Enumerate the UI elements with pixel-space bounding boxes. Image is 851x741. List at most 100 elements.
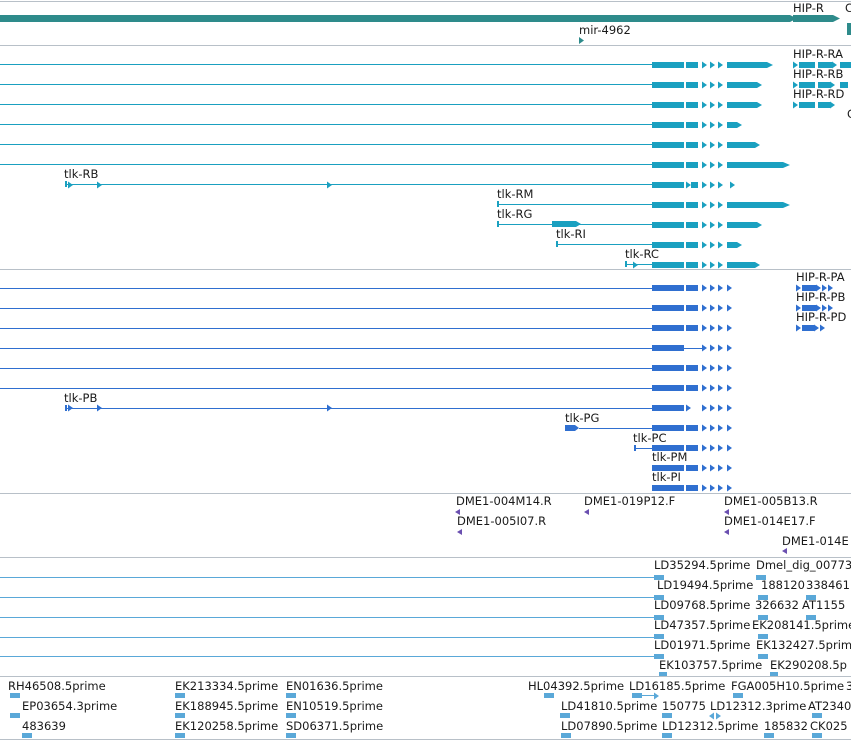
- protein-row[interactable]: [0, 284, 732, 292]
- protein-label: tlk-PM: [652, 450, 687, 464]
- est-ld35294[interactable]: LD35294.5prime: [654, 558, 750, 580]
- est-en01636[interactable]: EN01636.5prime: [286, 679, 383, 698]
- clone-label: DME1-005I07.R: [457, 514, 546, 528]
- protein-row[interactable]: [0, 304, 732, 312]
- est-ek213334[interactable]: EK213334.5prime: [175, 679, 278, 698]
- est-fga005h10[interactable]: FGA005H10.5prime: [731, 679, 844, 698]
- est-ld47357[interactable]: LD47357.5prime: [654, 618, 750, 639]
- protein-row-tlk-pb[interactable]: tlk-PB: [64, 391, 732, 412]
- est-sd06371[interactable]: SD06371.5prime: [286, 719, 383, 738]
- transcript-row-tlk-rb[interactable]: tlk-RB: [64, 167, 735, 189]
- protein-row-tlk-pm[interactable]: tlk-PM: [652, 450, 732, 472]
- est-ld12312-5prime[interactable]: LD12312.5prime: [662, 719, 758, 738]
- transcript-hip-r-ra[interactable]: HIP-R-RA: [793, 47, 851, 69]
- gene-hip-r[interactable]: HIP-R: [793, 1, 840, 22]
- transcript-row-tlk-rm[interactable]: tlk-RM: [497, 187, 790, 209]
- protein-row[interactable]: [0, 344, 732, 352]
- est-dmel-dig[interactable]: Dmel_dig_00773: [756, 558, 851, 580]
- est-ek132427[interactable]: EK132427.5prime: [756, 638, 851, 659]
- est-label: LD07890.5prime: [561, 719, 657, 733]
- clone-label: DME1-014E17.F: [724, 514, 816, 528]
- est-en10519[interactable]: EN10519.5prime: [286, 699, 383, 718]
- transcript-row[interactable]: [0, 101, 762, 109]
- est-ek208141[interactable]: EK208141.5prime: [752, 618, 851, 639]
- est-ld12312-3prime[interactable]: LD12312.3prime: [709, 699, 806, 720]
- est-ep03654[interactable]: EP03654.3prime: [10, 699, 117, 718]
- transcript-label: tlk-RB: [64, 167, 99, 181]
- gene-partial[interactable]: [847, 23, 851, 35]
- est-label: 3: [846, 679, 851, 693]
- est-track-lower: RH46508.5prime EK213334.5prime EN01636.5…: [8, 679, 851, 738]
- transcript-label: tlk-RM: [497, 187, 533, 201]
- est-326632[interactable]: 326632: [755, 598, 799, 620]
- est-ld19494[interactable]: LD19494.5prime: [654, 578, 753, 600]
- clone-dme1-019p12-f[interactable]: DME1-019P12.F: [584, 494, 675, 515]
- protein-hip-r-pb[interactable]: HIP-R-PB: [796, 290, 845, 312]
- est-label: EK290208.5p: [770, 658, 847, 672]
- est-at1155[interactable]: AT1155: [802, 598, 845, 620]
- transcript-row-tlk-rg[interactable]: tlk-RG: [497, 207, 762, 229]
- est-hl04392[interactable]: HL04392.5prime: [528, 679, 624, 698]
- clone-dme1-004m14-r[interactable]: DME1-004M14.R: [455, 494, 552, 515]
- transcript-row[interactable]: [0, 81, 762, 89]
- transcript-label: HIP-R-RD: [793, 87, 845, 101]
- est-label: EN01636.5prime: [286, 679, 383, 693]
- protein-row[interactable]: [0, 324, 732, 332]
- clone-dme1-005b13-r[interactable]: DME1-005B13.R: [724, 494, 818, 515]
- est-ek188945[interactable]: EK188945.5prime: [175, 699, 278, 718]
- protein-label: HIP-R-PA: [796, 270, 845, 284]
- transcript-label: HIP-R-RB: [793, 67, 844, 81]
- protein-row[interactable]: [0, 364, 732, 372]
- est-label: LD35294.5prime: [654, 558, 750, 572]
- protein-label: tlk-PG: [565, 411, 599, 425]
- est-188120[interactable]: 188120: [758, 578, 805, 600]
- protein-row-tlk-pi[interactable]: tlk-PI: [652, 470, 732, 492]
- transcript-row[interactable]: [0, 161, 790, 169]
- est-ek103757[interactable]: EK103757.5prime: [659, 658, 762, 676]
- protein-hip-r-pa[interactable]: HIP-R-PA: [796, 270, 845, 292]
- transcript-label: tlk-RI: [556, 227, 586, 241]
- est-label: RH46508.5prime: [8, 679, 106, 693]
- protein-row-tlk-pc[interactable]: tlk-PC: [633, 431, 732, 452]
- clone-dme1-014e[interactable]: DME1-014E: [782, 534, 849, 554]
- est-at2340[interactable]: AT2340: [808, 699, 851, 718]
- gene-tlk[interactable]: [0, 15, 797, 22]
- est-ck025[interactable]: CK025: [810, 719, 848, 738]
- est-483639[interactable]: 483639: [22, 719, 66, 738]
- est-label: 185832: [764, 719, 808, 733]
- gene-track: HIP-R C mir-4962: [0, 1, 851, 44]
- est-ek290208[interactable]: EK290208.5p: [770, 658, 847, 676]
- protein-label: tlk-PI: [652, 470, 681, 484]
- transcript-hip-r-rd[interactable]: HIP-R-RD: [793, 87, 845, 109]
- est-rh46508[interactable]: RH46508.5prime: [8, 679, 106, 698]
- transcript-row[interactable]: [0, 61, 773, 69]
- est-338461[interactable]: 338461: [806, 578, 850, 600]
- transcript-label: tlk-RG: [497, 207, 532, 221]
- clone-dme1-014e17-f[interactable]: DME1-014E17.F: [724, 514, 816, 535]
- transcript-row-tlk-rc[interactable]: tlk-RC: [625, 247, 760, 269]
- protein-hip-r-pd[interactable]: HIP-R-PD: [796, 310, 846, 332]
- protein-row-tlk-pg[interactable]: tlk-PG: [565, 411, 732, 432]
- protein-row[interactable]: [0, 384, 732, 392]
- mirna-4962[interactable]: mir-4962: [579, 23, 631, 44]
- protein-label: tlk-PB: [64, 391, 97, 405]
- est-label: LD01971.5prime: [654, 638, 750, 652]
- clone-dme1-005i07-r[interactable]: DME1-005I07.R: [457, 514, 546, 535]
- est-150775[interactable]: 150775: [662, 699, 706, 718]
- transcript-row[interactable]: [0, 141, 760, 149]
- est-185832[interactable]: 185832: [764, 719, 808, 738]
- transcript-hip-r-rb[interactable]: HIP-R-RB: [793, 67, 848, 89]
- est-ld07890[interactable]: LD07890.5prime: [561, 719, 657, 738]
- est-label: EK103757.5prime: [659, 658, 762, 672]
- clone-track: DME1-004M14.R DME1-019P12.F DME1-005B13.…: [455, 494, 849, 554]
- est-label: 338461: [806, 578, 850, 592]
- est-ek120258[interactable]: EK120258.5prime: [175, 719, 278, 738]
- transcript-row[interactable]: [0, 121, 742, 129]
- est-ld01971[interactable]: LD01971.5prime: [654, 638, 750, 659]
- est-ld41810[interactable]: LD41810.5prime: [560, 699, 657, 718]
- protein-label: tlk-PC: [633, 431, 666, 445]
- transcript-row-tlk-ri[interactable]: tlk-RI: [556, 227, 742, 249]
- est-ld09768[interactable]: LD09768.5prime: [654, 598, 750, 620]
- est-ld16185[interactable]: LD16185.5prime: [629, 679, 725, 700]
